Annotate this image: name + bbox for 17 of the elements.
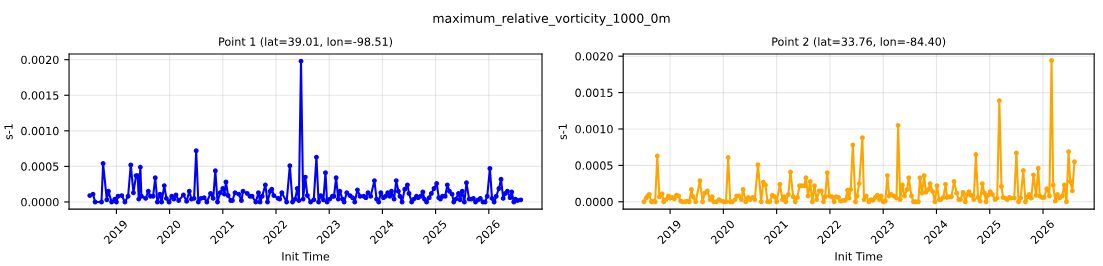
y-tick-label: 0.0015 xyxy=(575,88,613,97)
y-tick-label: 0.0000 xyxy=(575,197,613,207)
y-tick-label: 0.0005 xyxy=(575,161,613,170)
x-axis-title: Init Time xyxy=(282,251,330,261)
text: maximum_relative_vorticity_1000_0m xyxy=(433,13,670,26)
chart-title: Point 1 (lat=39.01, lon=-98.51) xyxy=(219,37,393,48)
y-tick-label: 0.0005 xyxy=(21,162,59,171)
y-tick-label: 0.0020 xyxy=(21,55,59,65)
y-axis-title: s-1 xyxy=(558,124,567,140)
chart-title: Point 2 (lat=33.76, lon=-84.40) xyxy=(772,37,946,48)
y-axis-title: s-1 xyxy=(4,124,13,140)
y-tick-label: 0.0020 xyxy=(575,52,613,61)
x-axis-title: Init Time xyxy=(835,251,883,261)
y-tick-label: 0.0000 xyxy=(21,197,59,207)
y-tick-label: 0.0015 xyxy=(21,91,59,100)
y-tick-label: 0.0010 xyxy=(575,124,613,134)
y-tick-label: 0.0010 xyxy=(21,126,59,136)
